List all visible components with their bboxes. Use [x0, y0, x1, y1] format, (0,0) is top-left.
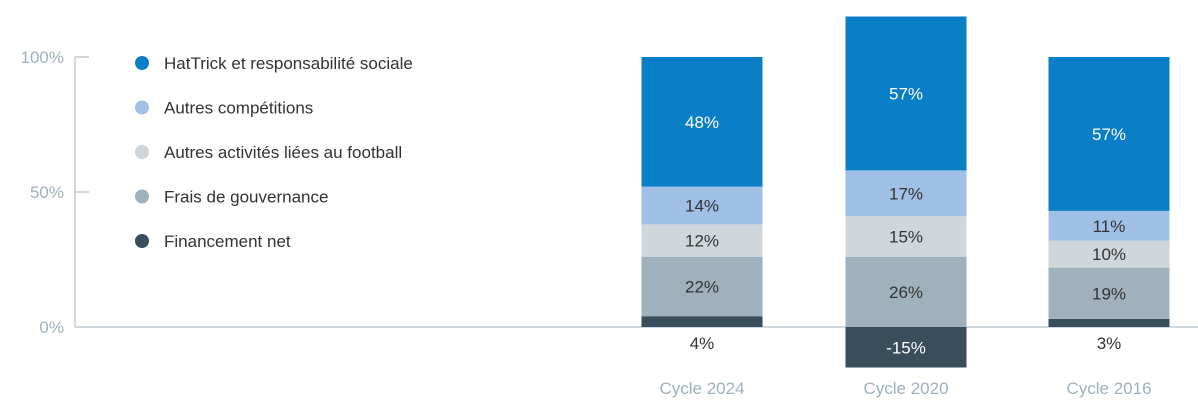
legend-swatch: [135, 234, 149, 248]
data-label: 22%: [685, 278, 719, 297]
legend-swatch: [135, 56, 149, 70]
data-label: 48%: [685, 113, 719, 132]
legend-swatch: [135, 100, 149, 115]
bar-segment: [1048, 318, 1170, 327]
legend-swatch: [135, 189, 149, 204]
data-label: 57%: [1092, 125, 1126, 144]
legend-label: Autres compétitions: [164, 99, 313, 118]
bar-segment: [1048, 267, 1170, 319]
data-label: 15%: [889, 228, 923, 247]
legend-label: Frais de gouvernance: [164, 188, 328, 207]
bar-segment: [1048, 210, 1170, 241]
bar-segment: [845, 256, 967, 327]
bar-segment: [845, 170, 967, 217]
category-label: Cycle 2016: [1066, 379, 1151, 398]
data-label: 19%: [1092, 284, 1126, 303]
bar-segment: [641, 256, 763, 317]
bar-segment: [1048, 240, 1170, 268]
category-label: Cycle 2024: [659, 379, 744, 398]
bar-segment: [845, 16, 967, 171]
category-label: Cycle 2020: [863, 379, 948, 398]
data-label: 11%: [1093, 217, 1126, 236]
data-label: 14%: [685, 197, 719, 216]
bar-segment: [845, 216, 967, 257]
legend-swatch: [135, 145, 149, 159]
data-label: 26%: [889, 283, 923, 302]
data-label: 12%: [685, 232, 719, 251]
bar-segment: [845, 327, 967, 368]
legend-label: Autres activités liées au football: [164, 143, 402, 162]
data-label: -15%: [886, 338, 926, 357]
bar-segment: [641, 224, 763, 257]
bar-segment: [1048, 57, 1170, 211]
y-tick-label: 0%: [39, 318, 64, 337]
legend-label: Financement net: [164, 232, 291, 251]
y-tick-label: 50%: [30, 183, 64, 202]
legend-label: HatTrick et responsabilité sociale: [164, 54, 413, 73]
bar-segment: [641, 57, 763, 187]
data-label: 57%: [889, 84, 923, 103]
y-tick-label: 100%: [21, 48, 64, 67]
data-label: 10%: [1092, 245, 1126, 264]
data-label: 3%: [1097, 334, 1122, 353]
data-label: 4%: [690, 334, 715, 353]
bar-segment: [641, 186, 763, 225]
bar-segment: [641, 316, 763, 327]
data-label: 17%: [889, 184, 923, 203]
